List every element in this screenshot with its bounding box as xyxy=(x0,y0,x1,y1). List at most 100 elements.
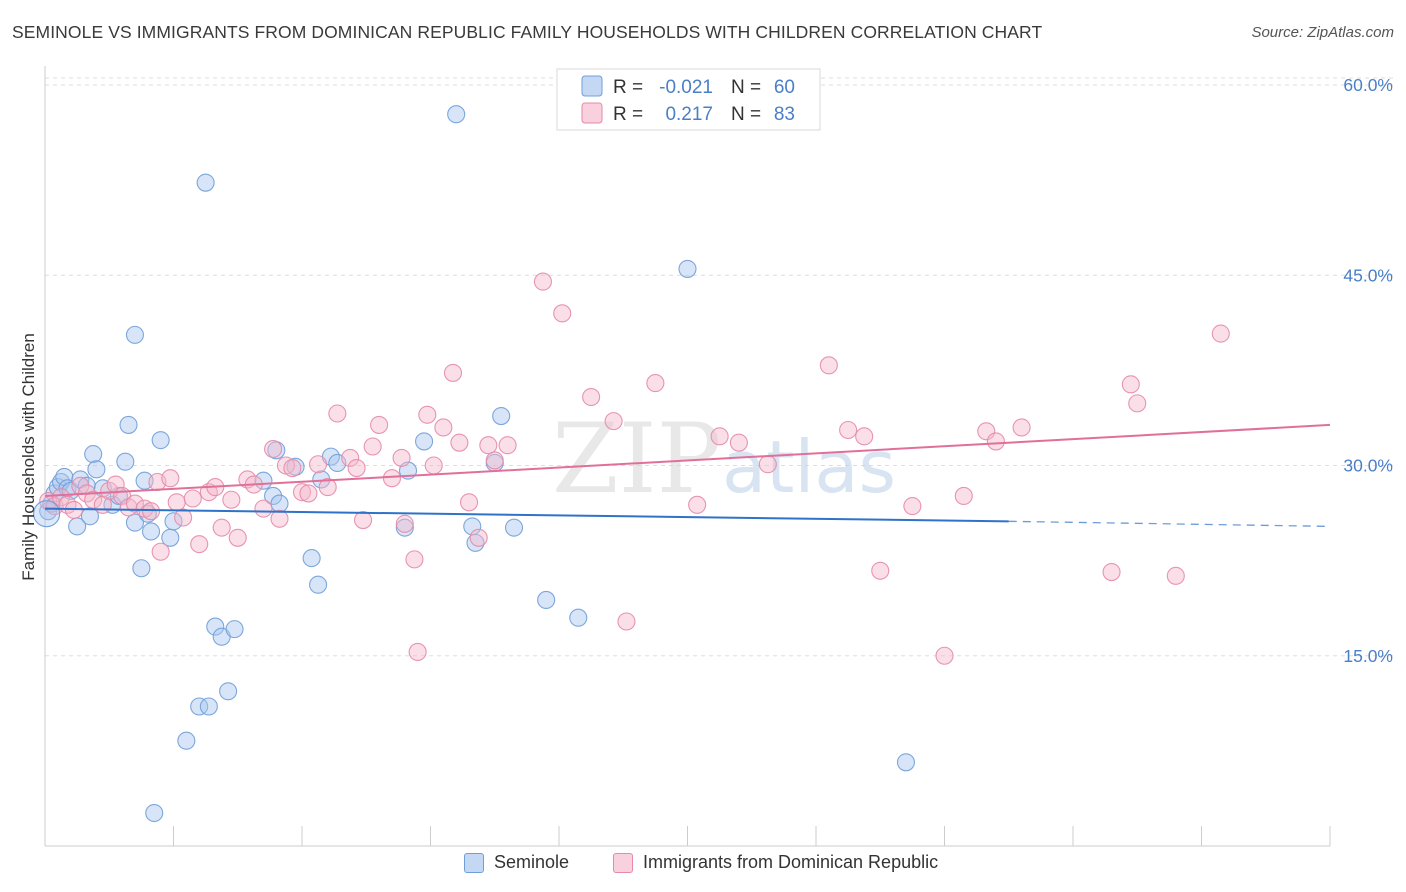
seminole-point xyxy=(678,259,697,278)
dominican-point xyxy=(292,483,312,502)
dominican-point xyxy=(710,427,729,446)
dominican-point xyxy=(1166,566,1185,585)
dominican-point xyxy=(228,528,247,547)
seminole-point xyxy=(466,533,485,552)
trend-lines xyxy=(44,423,1331,528)
dominican-point xyxy=(533,272,552,291)
data-points xyxy=(33,105,1230,823)
dominican-point xyxy=(617,612,636,631)
dominican-point xyxy=(183,489,202,508)
dominican-point xyxy=(318,478,337,497)
seminole-point xyxy=(504,518,524,537)
dominican-point xyxy=(270,509,289,528)
stats-swatch xyxy=(581,75,603,97)
dominican-point xyxy=(167,493,186,512)
dominican-point xyxy=(871,561,890,580)
dominican-point xyxy=(363,437,382,456)
chart-title: SEMINOLE VS IMMIGRANTS FROM DOMINICAN RE… xyxy=(12,22,1043,42)
dominican-point xyxy=(353,510,373,530)
dominican-point xyxy=(855,427,874,446)
seminole-point xyxy=(164,512,183,531)
dominican-point xyxy=(52,488,71,507)
dominican-point xyxy=(986,432,1005,451)
dominican-point xyxy=(309,455,328,474)
dominican-point xyxy=(141,502,161,521)
seminole-point xyxy=(177,731,196,750)
dominican-point xyxy=(479,436,498,455)
dominican-point xyxy=(604,412,623,431)
stats-swatch xyxy=(581,102,603,124)
seminole-point xyxy=(302,549,321,568)
dominican-point xyxy=(408,642,427,662)
dominican-point xyxy=(392,448,411,467)
dominican-point xyxy=(418,405,437,424)
legend-item-dominican: Immigrants from Dominican Republic xyxy=(613,852,938,873)
seminole-point xyxy=(569,608,588,627)
grid-lines xyxy=(45,77,1395,657)
dominican-point xyxy=(405,550,424,569)
seminole-trend-line xyxy=(44,507,1009,523)
dominican-trend-line xyxy=(44,423,1331,497)
dominican-point xyxy=(125,494,144,513)
dominican-point xyxy=(903,497,922,516)
seminole-swatch xyxy=(464,852,484,873)
seminole-point xyxy=(225,620,244,639)
seminole-point xyxy=(145,803,164,823)
dominican-point xyxy=(395,514,414,533)
stats-n-value: 83 xyxy=(774,104,795,125)
seminole-point xyxy=(537,590,556,610)
seminole-point xyxy=(125,325,144,344)
scatter-chart: ZIP atlas 15.0%30.0%45.0%60.0%0.0%40.0% … xyxy=(19,66,1395,847)
y-tick-label: 15.0% xyxy=(1343,646,1393,666)
seminole-point xyxy=(309,575,328,594)
dominican-point xyxy=(729,433,748,452)
dominican-point xyxy=(254,499,273,518)
seminole-point xyxy=(196,173,215,192)
seminole-point xyxy=(84,445,103,464)
seminole-trend-extension xyxy=(1008,520,1331,528)
dominican-point xyxy=(190,535,209,554)
seminole-point xyxy=(219,682,238,701)
dominican-point xyxy=(1121,375,1140,394)
stats-n-value: 60 xyxy=(774,77,795,98)
dominican-point xyxy=(450,433,469,452)
watermark-zip: ZIP xyxy=(552,403,721,515)
dominican-point xyxy=(161,469,180,488)
dominican-point xyxy=(1211,324,1230,343)
dominican-point xyxy=(347,458,366,478)
dominican-point xyxy=(424,456,443,475)
seminole-point xyxy=(206,617,225,636)
dominican-point xyxy=(434,418,453,437)
source-label: Source: ZipAtlas.com xyxy=(1251,24,1394,41)
dominican-point xyxy=(264,439,283,459)
seminole-point xyxy=(492,406,511,426)
stats-r-value: -0.021 xyxy=(659,77,713,98)
dominican-point xyxy=(954,486,973,506)
legend-label-seminole: Seminole xyxy=(494,852,570,872)
watermark: ZIP atlas xyxy=(552,403,896,515)
seminole-point xyxy=(447,105,466,124)
stats-r-label: R = xyxy=(613,77,643,98)
dominican-point xyxy=(758,455,777,474)
legend-label-dominican: Immigrants from Dominican Republic xyxy=(643,852,939,872)
seminole-point xyxy=(190,697,209,716)
dominican-point xyxy=(151,542,170,561)
bottom-legend: Seminole Immigrants from Dominican Repub… xyxy=(0,850,1406,880)
seminole-point xyxy=(33,500,61,528)
seminole-point xyxy=(264,486,283,506)
dominican-point xyxy=(1128,394,1147,413)
y-tick-label: 60.0% xyxy=(1343,75,1393,95)
dominican-point xyxy=(469,528,488,547)
y-tick-label: 45.0% xyxy=(1343,265,1393,285)
dominican-point xyxy=(688,495,707,514)
dominican-point xyxy=(382,469,402,488)
dominican-point xyxy=(283,458,302,478)
dominican-point xyxy=(370,415,389,434)
seminole-point xyxy=(87,460,106,479)
dominican-point xyxy=(935,646,954,665)
dominican-point xyxy=(1102,562,1121,582)
seminole-point xyxy=(125,513,144,532)
dominican-point xyxy=(485,451,504,470)
dominican-point xyxy=(839,420,858,440)
seminole-point xyxy=(395,518,414,537)
